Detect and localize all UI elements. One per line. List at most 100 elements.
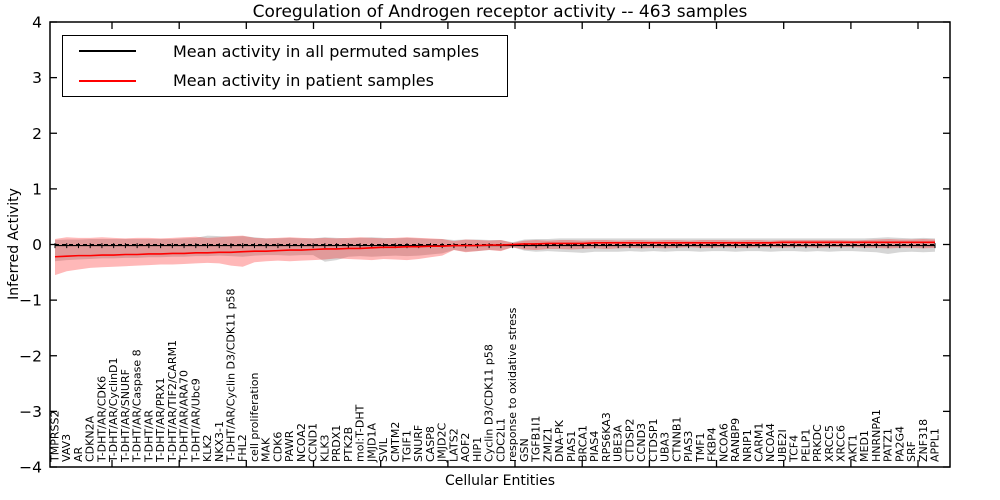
x-category-label: PATZ1 xyxy=(882,428,895,462)
x-category-label: SNURF xyxy=(412,425,425,462)
patient-mean-line xyxy=(54,241,935,258)
y-axis-ticks: −4 −3 −2 −1 0 1 2 3 4 xyxy=(19,14,950,477)
x-category-label: T-DHT/AR xyxy=(142,410,155,463)
x-category-label: RPS6KA3 xyxy=(600,412,613,462)
y-tick-label: 1 xyxy=(32,180,42,198)
x-category-label: APPL1 xyxy=(929,428,942,462)
x-category-label: PIAS3 xyxy=(682,431,695,462)
x-category-label: T-DHT/AR/CDK6 xyxy=(95,376,108,463)
x-category-label: AKT1 xyxy=(846,434,859,462)
x-category-label: UBE3A xyxy=(612,424,625,462)
x-category-label: Cyclin D3/CDK11 p58 xyxy=(483,344,496,462)
x-category-label: NKX3-1 xyxy=(213,421,226,462)
x-category-label: KLK3 xyxy=(318,434,331,462)
x-category-label: XRCC6 xyxy=(835,425,848,462)
x-category-label: CTNNB1 xyxy=(670,417,683,462)
x-category-label: SRF xyxy=(905,441,918,462)
x-category-label: CCND1 xyxy=(307,423,320,462)
x-category-label: SVIL xyxy=(377,437,390,462)
x-category-label: RANBP9 xyxy=(729,418,742,462)
x-category-label: response to oxidative stress xyxy=(506,307,519,462)
y-tick-label: −2 xyxy=(19,347,42,365)
x-category-label: AR xyxy=(72,446,85,462)
x-category-label: T-DHT/AR/Cyclin D3/CDK11 p58 xyxy=(225,288,238,463)
x-category-label: TCF4 xyxy=(788,435,801,463)
x-category-label: PTK2B xyxy=(342,427,355,462)
x-category-label: JMJD2C xyxy=(436,423,449,463)
x-category-label: PRDX1 xyxy=(330,425,343,462)
x-category-label: CARM1 xyxy=(753,423,766,462)
x-category-labels: TMPRSS2VAV3ARCDKN2AT-DHT/AR/CDK6T-DHT/AR… xyxy=(49,288,942,463)
x-category-label: CASP8 xyxy=(424,426,437,462)
x-category-label: PA2G4 xyxy=(893,426,906,462)
y-tick-label: −3 xyxy=(19,403,42,421)
x-category-label: PAWR xyxy=(283,430,296,462)
x-category-label: T-DHT/AR/Caspase 8 xyxy=(131,349,144,463)
x-category-label: NCOA6 xyxy=(717,423,730,462)
x-category-label: PIAS1 xyxy=(565,431,578,462)
x-category-label: mol:T-DHT xyxy=(354,404,367,462)
legend-line-patient-icon xyxy=(79,79,136,82)
x-category-label: T-DHT/AR/PRX1 xyxy=(154,377,167,463)
x-category-label: T-DHT/AR/TIF2/CARM1 xyxy=(166,340,179,463)
x-category-label: FHL2 xyxy=(236,434,249,462)
x-category-label: UBA3 xyxy=(659,432,672,462)
x-category-label: MAK xyxy=(260,437,273,462)
x-category-label: JMJD1A xyxy=(365,423,378,463)
x-category-label: HIP1 xyxy=(471,437,484,462)
x-category-label: HNRNPA1 xyxy=(870,409,883,462)
x-axis-label: Cellular Entities xyxy=(444,473,556,489)
x-category-label: NCOA2 xyxy=(295,423,308,462)
x-category-label: NCOA4 xyxy=(764,423,777,462)
x-category-label: KLK2 xyxy=(201,434,214,462)
x-category-label: ZMIZ1 xyxy=(541,427,554,462)
legend-label-permuted: Mean activity in all permuted samples xyxy=(173,41,480,61)
x-category-label: CTDSP2 xyxy=(623,419,636,462)
x-category-label: BRCA1 xyxy=(577,425,590,462)
y-axis-label: Inferred Activity xyxy=(6,188,22,300)
x-category-label: cell proliferation xyxy=(248,372,261,462)
x-category-label: T-DHT/AR/CyclinD1 xyxy=(107,357,120,463)
legend-line-permuted-icon xyxy=(79,50,136,53)
legend: Mean activity in all permuted samples Me… xyxy=(62,35,508,97)
x-category-label: NRIP1 xyxy=(741,429,754,462)
x-category-label: CDKN2A xyxy=(84,415,97,462)
x-category-label: XRCC5 xyxy=(823,425,836,462)
x-category-label: VAV3 xyxy=(60,434,73,462)
x-category-label: T-DHT/AR/ARA70 xyxy=(178,370,191,463)
legend-item-patient: Mean activity in patient samples xyxy=(63,67,507,95)
x-category-label: CDC2L1 xyxy=(494,418,507,462)
chart-title: Coregulation of Androgen receptor activi… xyxy=(252,2,748,22)
x-category-label: MED1 xyxy=(858,430,871,462)
x-category-label: DNA-PK xyxy=(553,419,566,462)
x-category-label: FKBP4 xyxy=(706,427,719,462)
x-category-label: CCND3 xyxy=(635,423,648,462)
y-tick-label: −1 xyxy=(19,292,42,310)
x-category-label: UBE2I xyxy=(776,429,789,462)
x-category-label: TMPRSS2 xyxy=(49,411,62,463)
y-tick-label: −4 xyxy=(19,459,42,477)
x-category-label: T-DHT/AR/SNURF xyxy=(119,369,132,463)
legend-item-permuted: Mean activity in all permuted samples xyxy=(63,37,507,65)
y-tick-label: 4 xyxy=(32,14,42,32)
x-category-label: AOF2 xyxy=(459,433,472,462)
x-category-label: PRKDC xyxy=(811,424,824,462)
y-tick-label: 2 xyxy=(32,125,42,143)
x-category-label: PELP1 xyxy=(799,429,812,462)
x-axis-ticks xyxy=(111,22,919,467)
x-category-label: LATS2 xyxy=(447,428,460,462)
x-category-label: TGFB1I1 xyxy=(530,416,543,463)
x-category-label: ZNF318 xyxy=(917,419,930,462)
x-category-label: TGIF1 xyxy=(401,430,414,463)
x-category-label: PIAS4 xyxy=(588,431,601,462)
x-category-label: GSN xyxy=(518,438,531,462)
legend-label-patient: Mean activity in patient samples xyxy=(173,71,434,91)
y-tick-label: 3 xyxy=(32,69,42,87)
x-category-label: CTDSP1 xyxy=(647,419,660,462)
y-tick-label: 0 xyxy=(32,236,42,254)
x-category-label: CDK6 xyxy=(271,432,284,462)
x-category-label: T-DHT/AR/Ubc9 xyxy=(189,378,202,463)
x-category-label: CMTM2 xyxy=(389,422,402,462)
